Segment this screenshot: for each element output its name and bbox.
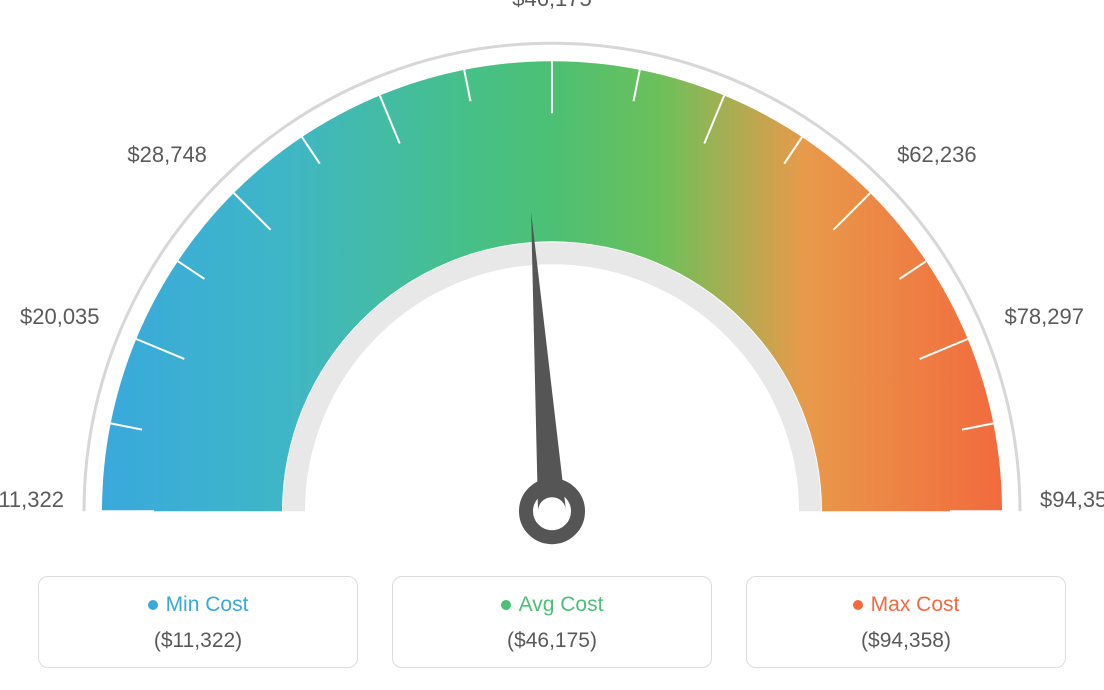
legend-label: Avg Cost (519, 593, 604, 617)
legend-label: Max Cost (871, 593, 960, 617)
dot-icon (853, 600, 863, 610)
scale-label: $11,322 (0, 487, 64, 513)
dot-icon (501, 600, 511, 610)
needle-hub-center (538, 497, 566, 525)
legend-value: ($94,358) (759, 629, 1053, 653)
scale-label: $62,236 (897, 142, 977, 168)
legend-label: Min Cost (166, 593, 249, 617)
legend-title-avg: Avg Cost (405, 593, 699, 617)
dot-icon (148, 600, 158, 610)
legend-value: ($46,175) (405, 629, 699, 653)
gauge-area: $11,322 $20,035 $28,748 $46,175 $62,236 $78,2… (0, 0, 1104, 560)
legend-title-max: Max Cost (759, 593, 1053, 617)
legend-card-min: Min Cost ($11,322) (38, 576, 358, 668)
legend-title-min: Min Cost (51, 593, 345, 617)
scale-label: $46,175 (512, 0, 592, 12)
scale-label: $94,358 (1040, 487, 1104, 513)
scale-label: $28,748 (127, 142, 207, 168)
gauge-svg (0, 11, 1104, 571)
legend-card-max: Max Cost ($94,358) (746, 576, 1066, 668)
gauge-chart-container: $11,322 $20,035 $28,748 $46,175 $62,236 $78,2… (0, 0, 1104, 690)
legend-row: Min Cost ($11,322) Avg Cost ($46,175) Ma… (0, 576, 1104, 668)
legend-value: ($11,322) (51, 629, 345, 653)
scale-label: $20,035 (20, 304, 100, 330)
legend-card-avg: Avg Cost ($46,175) (392, 576, 712, 668)
scale-label: $78,297 (1004, 304, 1084, 330)
